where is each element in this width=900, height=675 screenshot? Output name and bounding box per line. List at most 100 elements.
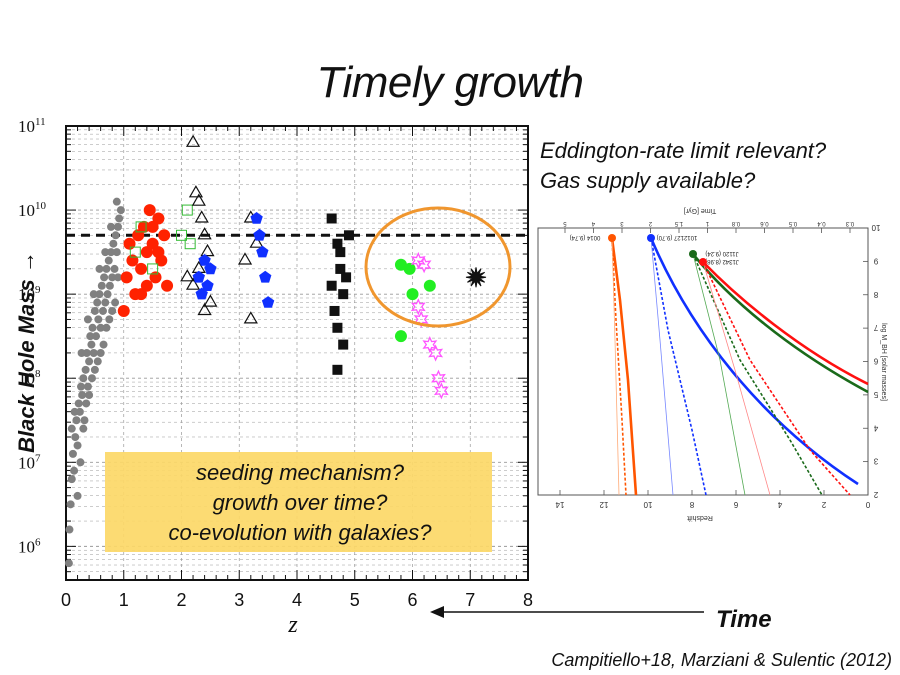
- inset-y-tick-label: 9: [873, 256, 878, 265]
- triangle-point: [197, 227, 212, 240]
- green-square-point: [147, 263, 159, 275]
- curve-blue-solid: [649, 237, 859, 486]
- grey-point: [116, 206, 125, 215]
- grey-point: [115, 214, 124, 223]
- red-point: [135, 288, 148, 301]
- question-list: Eddington-rate limit relevant? Gas suppl…: [540, 136, 826, 196]
- inset-y-tick-label: 7: [873, 323, 878, 332]
- grey-point: [92, 332, 101, 341]
- grey-point: [96, 349, 105, 357]
- grey-point: [77, 349, 86, 357]
- grey-point: [105, 315, 114, 324]
- grey-point: [100, 273, 109, 282]
- x-tick-label: 0: [61, 590, 71, 610]
- grey-point: [83, 382, 92, 391]
- y-tick-label: 108: [18, 368, 41, 388]
- triangle-point: [203, 294, 218, 307]
- inset-y-tick-label: 6: [873, 357, 878, 366]
- blue-pentagon-point: [253, 228, 266, 241]
- x-tick-label: 2: [176, 590, 186, 610]
- grey-point: [93, 298, 102, 307]
- inset-legend: 0014 (9.74) 1012127 (9.70) J1120 (9.24) J13…: [570, 234, 739, 264]
- grey-point: [95, 264, 104, 273]
- red-point: [140, 246, 153, 259]
- inset-x-tick-label: 8: [689, 500, 694, 509]
- grey-point: [85, 391, 94, 400]
- inset-y-tick-label: 8: [873, 290, 878, 299]
- inset-x-tick-label: 4: [777, 500, 782, 509]
- y-axis-label: Black Hole Mass →: [14, 251, 39, 453]
- inset-top-tick-label: 5: [563, 220, 567, 226]
- grey-point: [79, 374, 88, 383]
- grey-point: [101, 248, 110, 257]
- inset-x-ticks: 0 2 4 6 8 10 12 14: [555, 490, 870, 509]
- inset-y-tick-label: 3: [873, 457, 878, 466]
- black-square-point: [332, 238, 343, 249]
- grey-point: [105, 281, 114, 290]
- grey-point: [97, 281, 106, 290]
- start-marker-orange: [608, 234, 616, 242]
- triangle-point: [188, 185, 204, 198]
- inset-legend-entry: J1342 (8.98): [705, 258, 739, 264]
- grey-point: [90, 306, 99, 315]
- grey-point: [80, 416, 89, 425]
- y-tick-labels: 106 107 108 109 1010 1011: [18, 116, 47, 556]
- inset-top-tick-label: 0.8: [731, 220, 740, 226]
- box-line-2: growth over time?: [213, 490, 389, 515]
- black-square-point: [326, 213, 337, 224]
- grey-point: [113, 222, 122, 231]
- x-tick-label: 1: [119, 590, 129, 610]
- grey-point: [111, 231, 120, 240]
- grey-point: [65, 525, 74, 534]
- red-point: [120, 271, 133, 284]
- x-tick-label: 8: [523, 590, 533, 610]
- grey-point: [107, 248, 116, 257]
- red-point: [146, 220, 159, 233]
- grey-point: [73, 441, 82, 450]
- black-square-point: [332, 364, 343, 375]
- green-square-point: [135, 221, 147, 233]
- grey-point: [109, 239, 118, 248]
- grey-point: [83, 315, 92, 324]
- magenta-star-point: [428, 344, 444, 362]
- y-tick-label: 109: [18, 284, 41, 304]
- y-tick-label: 107: [18, 452, 41, 472]
- grey-point: [74, 399, 83, 408]
- magenta-star-point: [433, 382, 449, 400]
- inset-y-tick-label: 10: [871, 223, 880, 232]
- grey-point: [112, 248, 121, 257]
- inset-top-tick-label: 1.5: [674, 220, 683, 226]
- triangle-point: [194, 210, 209, 223]
- inset-top-tick-label: 0.4: [817, 220, 826, 226]
- black-square-point: [341, 272, 352, 283]
- triangle-point: [185, 134, 201, 147]
- blue-pentagon-point: [256, 245, 269, 258]
- grey-point: [112, 197, 121, 206]
- black-square-point: [338, 339, 349, 350]
- y-tick-label: 1011: [18, 116, 46, 136]
- grey-point: [103, 290, 112, 299]
- inset-y-ticks: 2 3 4 5 6 7 8 9 10: [863, 223, 880, 499]
- grey-point: [113, 273, 122, 282]
- inset-y-tick-label: 5: [873, 390, 878, 399]
- question-eddington: Eddington-rate limit relevant?: [540, 138, 827, 163]
- magenta-star-point: [422, 335, 438, 354]
- black-square-point: [332, 322, 343, 333]
- y-tick-label: 106: [18, 536, 41, 556]
- curve-orange-dashed: [611, 237, 627, 496]
- time-arrow-head: [430, 606, 444, 618]
- grey-point: [101, 298, 110, 307]
- red-point: [140, 279, 153, 292]
- slide-title: Timely growth: [316, 58, 584, 107]
- inset-x-tick-label: 12: [599, 500, 608, 509]
- curve-blue-dashed: [650, 237, 707, 496]
- start-marker-green: [689, 250, 697, 258]
- curve-green-thin: [692, 253, 746, 496]
- black-star-point: [465, 267, 487, 288]
- grey-point: [98, 306, 107, 315]
- scatter-points: [64, 134, 487, 568]
- grey-point: [67, 475, 76, 484]
- grey-point: [99, 340, 108, 349]
- inset-legend-entry: J1120 (9.24): [705, 250, 738, 256]
- grey-point: [93, 357, 102, 366]
